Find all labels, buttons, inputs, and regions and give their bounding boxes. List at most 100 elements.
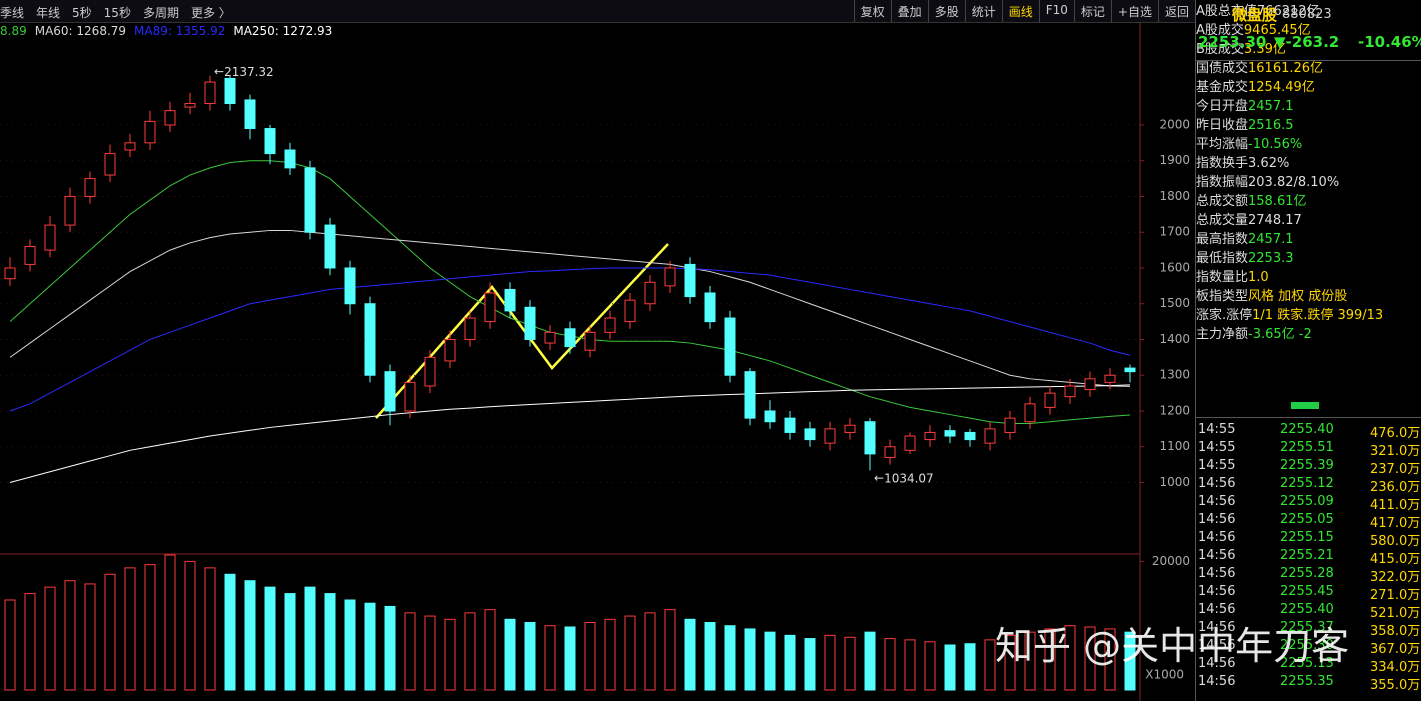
stat-label: B股成交 bbox=[1196, 42, 1244, 57]
quote-panel: 微盘股 880823 2253.30 ▼-263.2 -10.46% A股总市值… bbox=[1195, 0, 1421, 701]
tool-button[interactable]: 画线 bbox=[1001, 0, 1039, 22]
tick-volume: 476.0万 bbox=[1370, 426, 1421, 441]
stat-value: 3.39亿 bbox=[1243, 42, 1286, 57]
tick-row: 14:56 2255.37 358.0万 bbox=[1198, 620, 1421, 639]
volume-bar bbox=[244, 580, 256, 691]
volume-bar bbox=[424, 615, 436, 691]
candle-body bbox=[244, 99, 256, 130]
tool-button[interactable]: 叠加 bbox=[890, 0, 928, 22]
volume-bar bbox=[944, 644, 956, 691]
tool-button[interactable]: F10 bbox=[1038, 0, 1074, 22]
volume-bar bbox=[1104, 628, 1116, 691]
candle-body bbox=[444, 338, 456, 362]
candle-body bbox=[984, 428, 996, 444]
tick-volume: 358.0万 bbox=[1370, 624, 1421, 639]
stat-row: 今日开盘2457.1 bbox=[1196, 95, 1421, 114]
tick-row: 14:56 2255.45 271.0万 bbox=[1198, 584, 1421, 603]
tick-volume: 355.0万 bbox=[1370, 678, 1421, 693]
tool-button[interactable]: +自选 bbox=[1110, 0, 1158, 22]
extreme-value: 2137.32 bbox=[224, 64, 274, 78]
candle-body bbox=[884, 446, 896, 458]
period-tab[interactable]: 多周期 bbox=[142, 6, 179, 20]
y-tick-label: 1100 bbox=[1159, 439, 1190, 453]
extreme-label: ←1034.07 bbox=[874, 471, 934, 485]
stat-label: 总成交量 bbox=[1196, 213, 1249, 228]
tick-time: 14:56 bbox=[1198, 494, 1236, 509]
candle-body bbox=[704, 292, 716, 323]
period-tab[interactable]: 年线 bbox=[36, 6, 61, 20]
candle-body bbox=[4, 267, 16, 280]
y-tick-label: 1600 bbox=[1159, 260, 1190, 274]
divider bbox=[1196, 60, 1421, 61]
stat-label: 总成交额 bbox=[1196, 194, 1249, 209]
tick-price: 2255.09 bbox=[1280, 494, 1334, 509]
tool-button[interactable]: 统计 bbox=[964, 0, 1002, 22]
period-tab[interactable]: 更多 〉 bbox=[190, 6, 231, 20]
stat-row: 指数量比1.0 bbox=[1196, 266, 1421, 285]
tick-time: 14:56 bbox=[1198, 620, 1236, 635]
period-tab[interactable]: 5秒 bbox=[72, 6, 92, 20]
tool-button[interactable]: 多股 bbox=[927, 0, 965, 22]
tick-price: 2255.28 bbox=[1280, 566, 1334, 581]
extreme-value: 1034.07 bbox=[884, 471, 934, 485]
stat-label: 板指类型 bbox=[1196, 289, 1249, 304]
period-tab[interactable]: 季线 bbox=[0, 6, 25, 20]
stat-row: 板指类型风格 加权 成份股 bbox=[1196, 285, 1421, 304]
volume-bar bbox=[584, 622, 596, 691]
candle-body bbox=[584, 331, 596, 351]
ma-legend-item: MA60: 1268.79 bbox=[35, 24, 126, 38]
stat-label: 平均涨幅 bbox=[1196, 137, 1249, 152]
stat-value: -3.65亿 -2 bbox=[1248, 327, 1312, 342]
candle-body bbox=[524, 306, 536, 340]
volume-unit: X1000 bbox=[1145, 668, 1184, 682]
volume-bar bbox=[904, 639, 916, 691]
volume-bar bbox=[924, 641, 936, 691]
tick-volume: 580.0万 bbox=[1370, 534, 1421, 549]
stat-row: 基金成交1254.49亿 bbox=[1196, 76, 1421, 95]
tool-button[interactable]: 返回 bbox=[1157, 0, 1195, 22]
stat-row: 最高指数2457.1 bbox=[1196, 228, 1421, 247]
tick-price: 2255.45 bbox=[1280, 584, 1334, 599]
candle-body bbox=[1124, 367, 1136, 373]
volume-bar bbox=[344, 599, 356, 691]
tick-time: 14:56 bbox=[1198, 656, 1236, 671]
y-tick-label: 1500 bbox=[1159, 296, 1190, 310]
y-tick-label: 1900 bbox=[1159, 153, 1190, 167]
tool-button[interactable]: 复权 bbox=[853, 0, 891, 22]
volume-bar bbox=[84, 583, 96, 691]
candle-body bbox=[24, 246, 36, 265]
stat-value: 1.0 bbox=[1248, 270, 1269, 285]
y-tick-label: 1700 bbox=[1159, 225, 1190, 239]
index-pct: -10.46% bbox=[1358, 33, 1421, 51]
candle-body bbox=[484, 292, 496, 323]
index-price: 2253.30 bbox=[1198, 33, 1267, 51]
candle-body bbox=[664, 267, 676, 287]
stat-label: 涨家.涨停 bbox=[1196, 308, 1253, 323]
volume-bar bbox=[484, 609, 496, 691]
volume-bar bbox=[684, 618, 696, 691]
tool-button[interactable]: 标记 bbox=[1073, 0, 1111, 22]
candle-body bbox=[1064, 385, 1076, 398]
tick-row: 14:56 2255.21 415.0万 bbox=[1198, 548, 1421, 567]
tick-price: 2255.15 bbox=[1280, 530, 1334, 545]
candle-body bbox=[924, 431, 936, 441]
stat-value: 2748.17 bbox=[1248, 213, 1302, 228]
candle-body bbox=[204, 81, 216, 105]
tick-volume: 415.0万 bbox=[1370, 552, 1421, 567]
tick-row: 14:56 2255.09 411.0万 bbox=[1198, 494, 1421, 513]
volume-bar bbox=[784, 634, 796, 691]
volume-bar bbox=[844, 636, 856, 691]
stat-value: 2516.5 bbox=[1248, 118, 1294, 133]
tick-row: 14:55 2255.40 476.0万 bbox=[1198, 422, 1421, 441]
volume-bar bbox=[1084, 626, 1096, 691]
candle-body bbox=[604, 317, 616, 333]
stat-label: 指数量比 bbox=[1196, 270, 1249, 285]
stat-value: 203.82/8.10% bbox=[1248, 175, 1340, 190]
stat-label: 指数振幅 bbox=[1196, 175, 1249, 190]
period-tab[interactable]: 15秒 bbox=[103, 6, 131, 20]
tick-price: 2255.05 bbox=[1280, 512, 1334, 527]
candle-body bbox=[1024, 403, 1036, 423]
volume-bar bbox=[664, 609, 676, 691]
volume-bar bbox=[604, 618, 616, 691]
